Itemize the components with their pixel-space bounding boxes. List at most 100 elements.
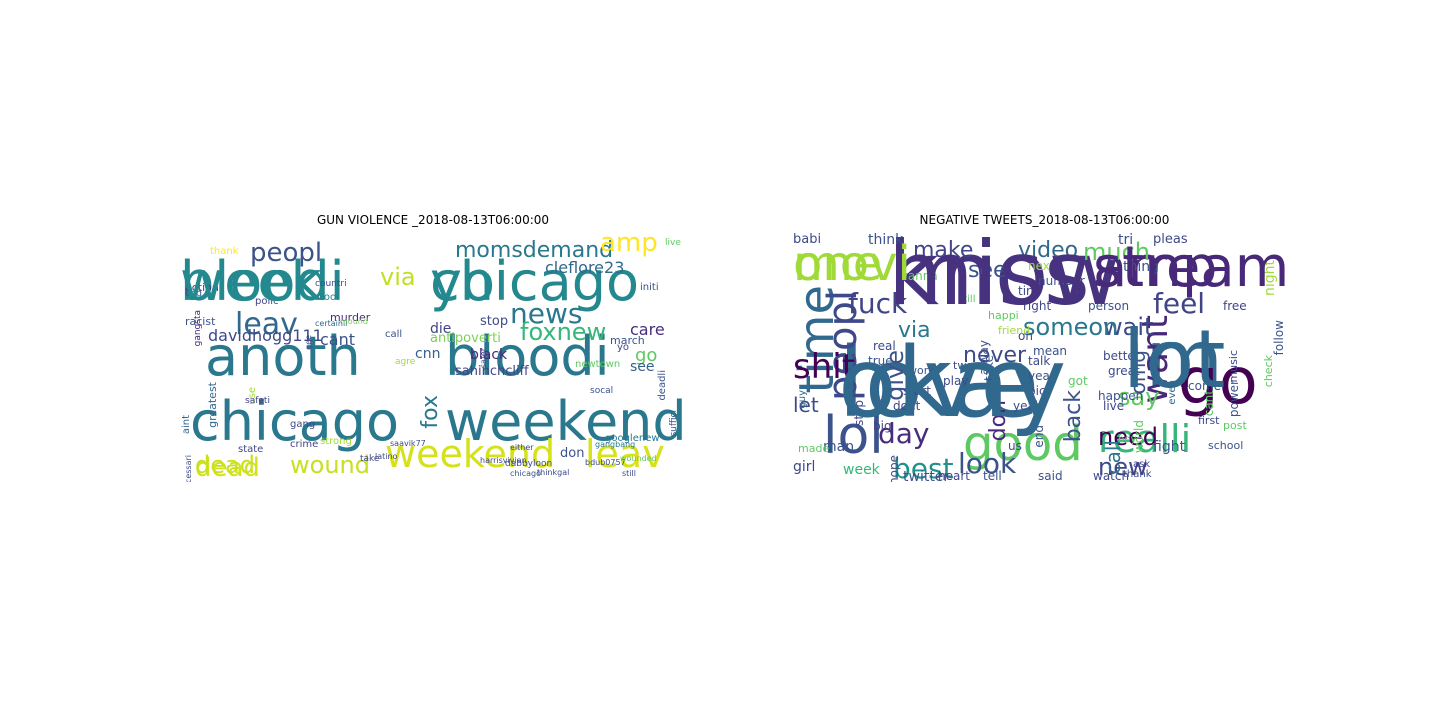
- negative-tweets-word: number: [1038, 274, 1085, 288]
- negative-tweets-word: real: [873, 339, 896, 353]
- gun-violence-word: suffici: [669, 410, 679, 437]
- negative-tweets-word: follow: [1272, 320, 1286, 356]
- gun-violence-word: murder: [330, 311, 371, 324]
- gun-violence-word: die: [430, 321, 452, 337]
- negative-tweets-word: let: [793, 393, 819, 417]
- gun-violence-word: weekend: [445, 390, 685, 453]
- negative-tweets-word: good: [963, 416, 1083, 472]
- gun-violence-word: sahinchcliff: [455, 364, 529, 379]
- gun-violence-word: crime: [290, 439, 319, 450]
- gun-violence-word: amp: [600, 230, 658, 258]
- negative-tweets-word: tire: [1018, 284, 1039, 298]
- negative-tweets-word: right: [1023, 299, 1052, 313]
- gun-violence-word: cnn: [415, 346, 441, 362]
- negative-tweets-word: back: [1061, 390, 1086, 443]
- negative-tweets-word: tweet: [953, 359, 985, 372]
- gun-violence-word: thank: [210, 246, 239, 257]
- negative-tweets-word: still: [958, 294, 976, 305]
- gun-violence-word: bloodi: [180, 250, 345, 313]
- negative-tweets-word: best: [893, 452, 954, 483]
- negative-tweets-word: via: [898, 318, 931, 343]
- gun-violence-word: yo: [430, 250, 495, 313]
- gun-violence-word: harrisvivian: [480, 456, 527, 465]
- gun-violence-word: via: [380, 263, 416, 291]
- gun-violence-word: gee: [304, 335, 313, 350]
- negative-tweets-word: live: [1103, 399, 1125, 413]
- negative-tweets-word: said: [1038, 469, 1063, 482]
- negative-tweets-word: go: [1178, 345, 1258, 419]
- negative-tweets-word: realli: [1098, 417, 1192, 461]
- negative-tweets-word: say: [1118, 383, 1160, 411]
- negative-tweets-word: better: [1103, 349, 1140, 363]
- negative-tweets-word: big: [873, 419, 892, 433]
- negative-tweets-word: dont: [893, 399, 921, 413]
- negative-tweets-word: guy: [797, 390, 808, 409]
- negative-tweets-word: yeah: [1013, 399, 1043, 413]
- negative-tweets-word: post: [1223, 419, 1247, 432]
- negative-tweets-word: week: [843, 462, 880, 478]
- gun-violence-word: dead: [195, 451, 255, 479]
- gun-violence-word: strong: [320, 436, 352, 447]
- gun-violence-word: necessari: [184, 455, 193, 482]
- negative-tweets-word: play: [943, 374, 969, 388]
- wordcloud-gun-violence: bloodi chicago anoth bloodi chicago weekend de…: [180, 230, 685, 482]
- negative-tweets-word: make: [913, 238, 974, 263]
- negative-tweets-word: tri: [1118, 232, 1134, 248]
- gun-violence-word: antipoverti: [430, 331, 501, 346]
- negative-tweets-word: new: [1098, 453, 1148, 481]
- negative-tweets-word: true: [868, 354, 893, 368]
- gun-violence-word: chicago: [430, 250, 640, 313]
- gun-violence-word: foxnew: [520, 318, 607, 346]
- negative-tweets-word: look: [958, 447, 1017, 480]
- negative-tweets-word: mean: [1033, 344, 1068, 358]
- gun-violence-word: safer: [479, 348, 488, 369]
- gun-violence-word: care: [630, 320, 665, 339]
- negative-tweets-word: feel: [1153, 287, 1206, 320]
- negative-tweets-word: wanna: [898, 269, 938, 283]
- gun-violence-word: end: [185, 289, 202, 299]
- gun-violence-word: bloodi: [445, 325, 610, 388]
- gun-violence-word: weekend: [385, 432, 556, 476]
- gun-violence-word: latino: [375, 452, 398, 461]
- negative-tweets-word: pic: [1028, 384, 1046, 398]
- gun-violence-word: chicago: [190, 390, 400, 453]
- negative-tweets-word: lot: [1123, 313, 1226, 406]
- negative-tweets-word: im: [1123, 313, 1224, 406]
- gun-violence-word: socal: [590, 386, 614, 396]
- gun-violence-word: cant: [320, 330, 356, 349]
- gun-violence-word: saavik77: [390, 439, 426, 448]
- negative-tweets-word: one: [793, 236, 883, 292]
- negative-tweets-word: video: [1018, 238, 1079, 263]
- negative-tweets-word: hope: [887, 455, 901, 482]
- gun-violence-word: initi: [640, 282, 659, 293]
- gun-violence-word: live: [665, 238, 681, 248]
- gun-violence-word: go: [635, 345, 658, 366]
- negative-tweets-word: amp: [1093, 235, 1218, 300]
- gun-violence-word: greatest: [206, 382, 219, 428]
- gun-violence-word: newtown: [575, 359, 621, 370]
- negative-tweets-word: fight: [1153, 439, 1186, 455]
- gun-violence-word: state: [238, 444, 264, 455]
- title-negative-tweets: NEGATIVE TWEETS_2018-08-13T06:00:00: [919, 213, 1170, 227]
- negative-tweets-word: thank: [1123, 469, 1152, 480]
- negative-tweets-word: music: [1227, 350, 1240, 383]
- negative-tweets-word: talk: [1028, 354, 1051, 368]
- gun-violence-word: momsdemand: [455, 238, 614, 263]
- negative-tweets-word: oh: [1018, 329, 1033, 343]
- negative-tweets-word: someon: [1023, 313, 1119, 341]
- gun-violence-word: polic: [255, 296, 279, 307]
- negative-tweets-word: movi: [793, 236, 911, 292]
- gun-violence-word: agre: [395, 357, 416, 367]
- gun-violence-word: leav: [235, 307, 298, 342]
- negative-tweets-word: power: [1227, 380, 1241, 418]
- negative-tweets-word: heart: [938, 469, 970, 482]
- negative-tweets-word: miss: [888, 230, 1090, 325]
- gun-violence-word: stop: [480, 314, 509, 329]
- negative-tweets-word: think: [868, 232, 904, 248]
- gun-violence-word: news: [510, 297, 583, 330]
- gun-violence-word: take: [360, 454, 380, 464]
- negative-tweets-word: babi: [793, 232, 822, 247]
- gun-violence-word: mound: [340, 317, 368, 326]
- negative-tweets-word: friend: [998, 324, 1031, 337]
- negative-tweets-word: fuck: [848, 287, 908, 320]
